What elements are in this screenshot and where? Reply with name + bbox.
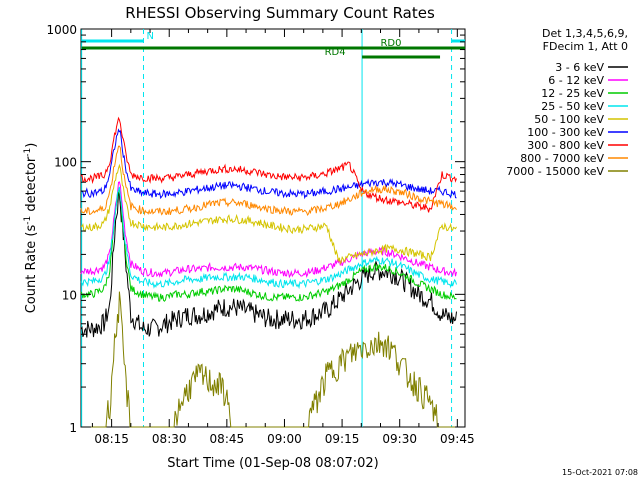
series-line: [80, 181, 457, 279]
y-axis-ticks: 1 10 100 1000: [46, 23, 465, 435]
series-line: [80, 128, 457, 200]
series-line: [80, 186, 457, 290]
x-tick-label: 08:45: [210, 432, 245, 446]
legend-entry-label: 50 - 100 keV: [534, 113, 604, 126]
legend-entry-label: 100 - 300 keV: [527, 126, 604, 139]
y-axis-label: Count Rate (s-1 detector-1): [23, 143, 39, 314]
plot-frame: [80, 28, 466, 428]
legend-entry-label: 25 - 50 keV: [541, 100, 604, 113]
flag-bar-label: N: [146, 31, 153, 42]
flag-bar-label: RD4: [325, 47, 346, 58]
x-tick-label: 08:30: [152, 432, 187, 446]
legend-header: Det 1,3,4,5,6,9,: [542, 27, 628, 40]
x-tick-label: 09:30: [382, 432, 417, 446]
legend-header: FDecim 1, Att 0: [543, 40, 628, 53]
legend-entry-label: 800 - 7000 keV: [520, 152, 604, 165]
x-tick-label: 09:45: [440, 432, 475, 446]
plot-area: N RD0 RD4 08:15 08:30 08:45 09:00 09:15 09:30 09…: [46, 23, 474, 446]
legend-entry-label: 3 - 6 keV: [555, 61, 604, 74]
x-tick-label: 08:15: [94, 432, 129, 446]
series-line: [81, 291, 457, 428]
series-lines: [80, 116, 457, 428]
y-tick-label: 100: [54, 156, 77, 170]
series-line: [80, 116, 457, 213]
series-line: [80, 192, 457, 338]
series-line: [80, 163, 457, 265]
timestamp: 15-Oct-2021 07:08: [562, 468, 638, 477]
legend-entry-label: 12 - 25 keV: [541, 87, 604, 100]
x-tick-label: 09:15: [325, 432, 360, 446]
legend-entry-label: 7000 - 15000 keV: [506, 165, 604, 178]
flag-bars: N RD0 RD4: [81, 31, 465, 59]
y-tick-label: 1000: [46, 23, 77, 37]
x-axis-ticks: 08:15 08:30 08:45 09:00 09:15 09:30 09:45: [91, 29, 475, 446]
series-line: [80, 145, 457, 217]
flag-bar-label: RD0: [380, 38, 401, 49]
x-tick-label: 09:00: [267, 432, 302, 446]
series-line: [80, 189, 457, 303]
legend: Det 1,3,4,5,6,9,FDecim 1, Att 0 3 - 6 keV…: [506, 27, 628, 178]
y-tick-label: 10: [62, 288, 77, 302]
x-axis-label: Start Time (01-Sep-08 08:07:02): [167, 456, 378, 471]
legend-entry-label: 300 - 800 keV: [527, 139, 604, 152]
y-tick-label: 1: [69, 421, 77, 435]
chart-title: RHESSI Observing Summary Count Rates: [125, 4, 435, 22]
legend-entry-label: 6 - 12 keV: [548, 74, 604, 87]
